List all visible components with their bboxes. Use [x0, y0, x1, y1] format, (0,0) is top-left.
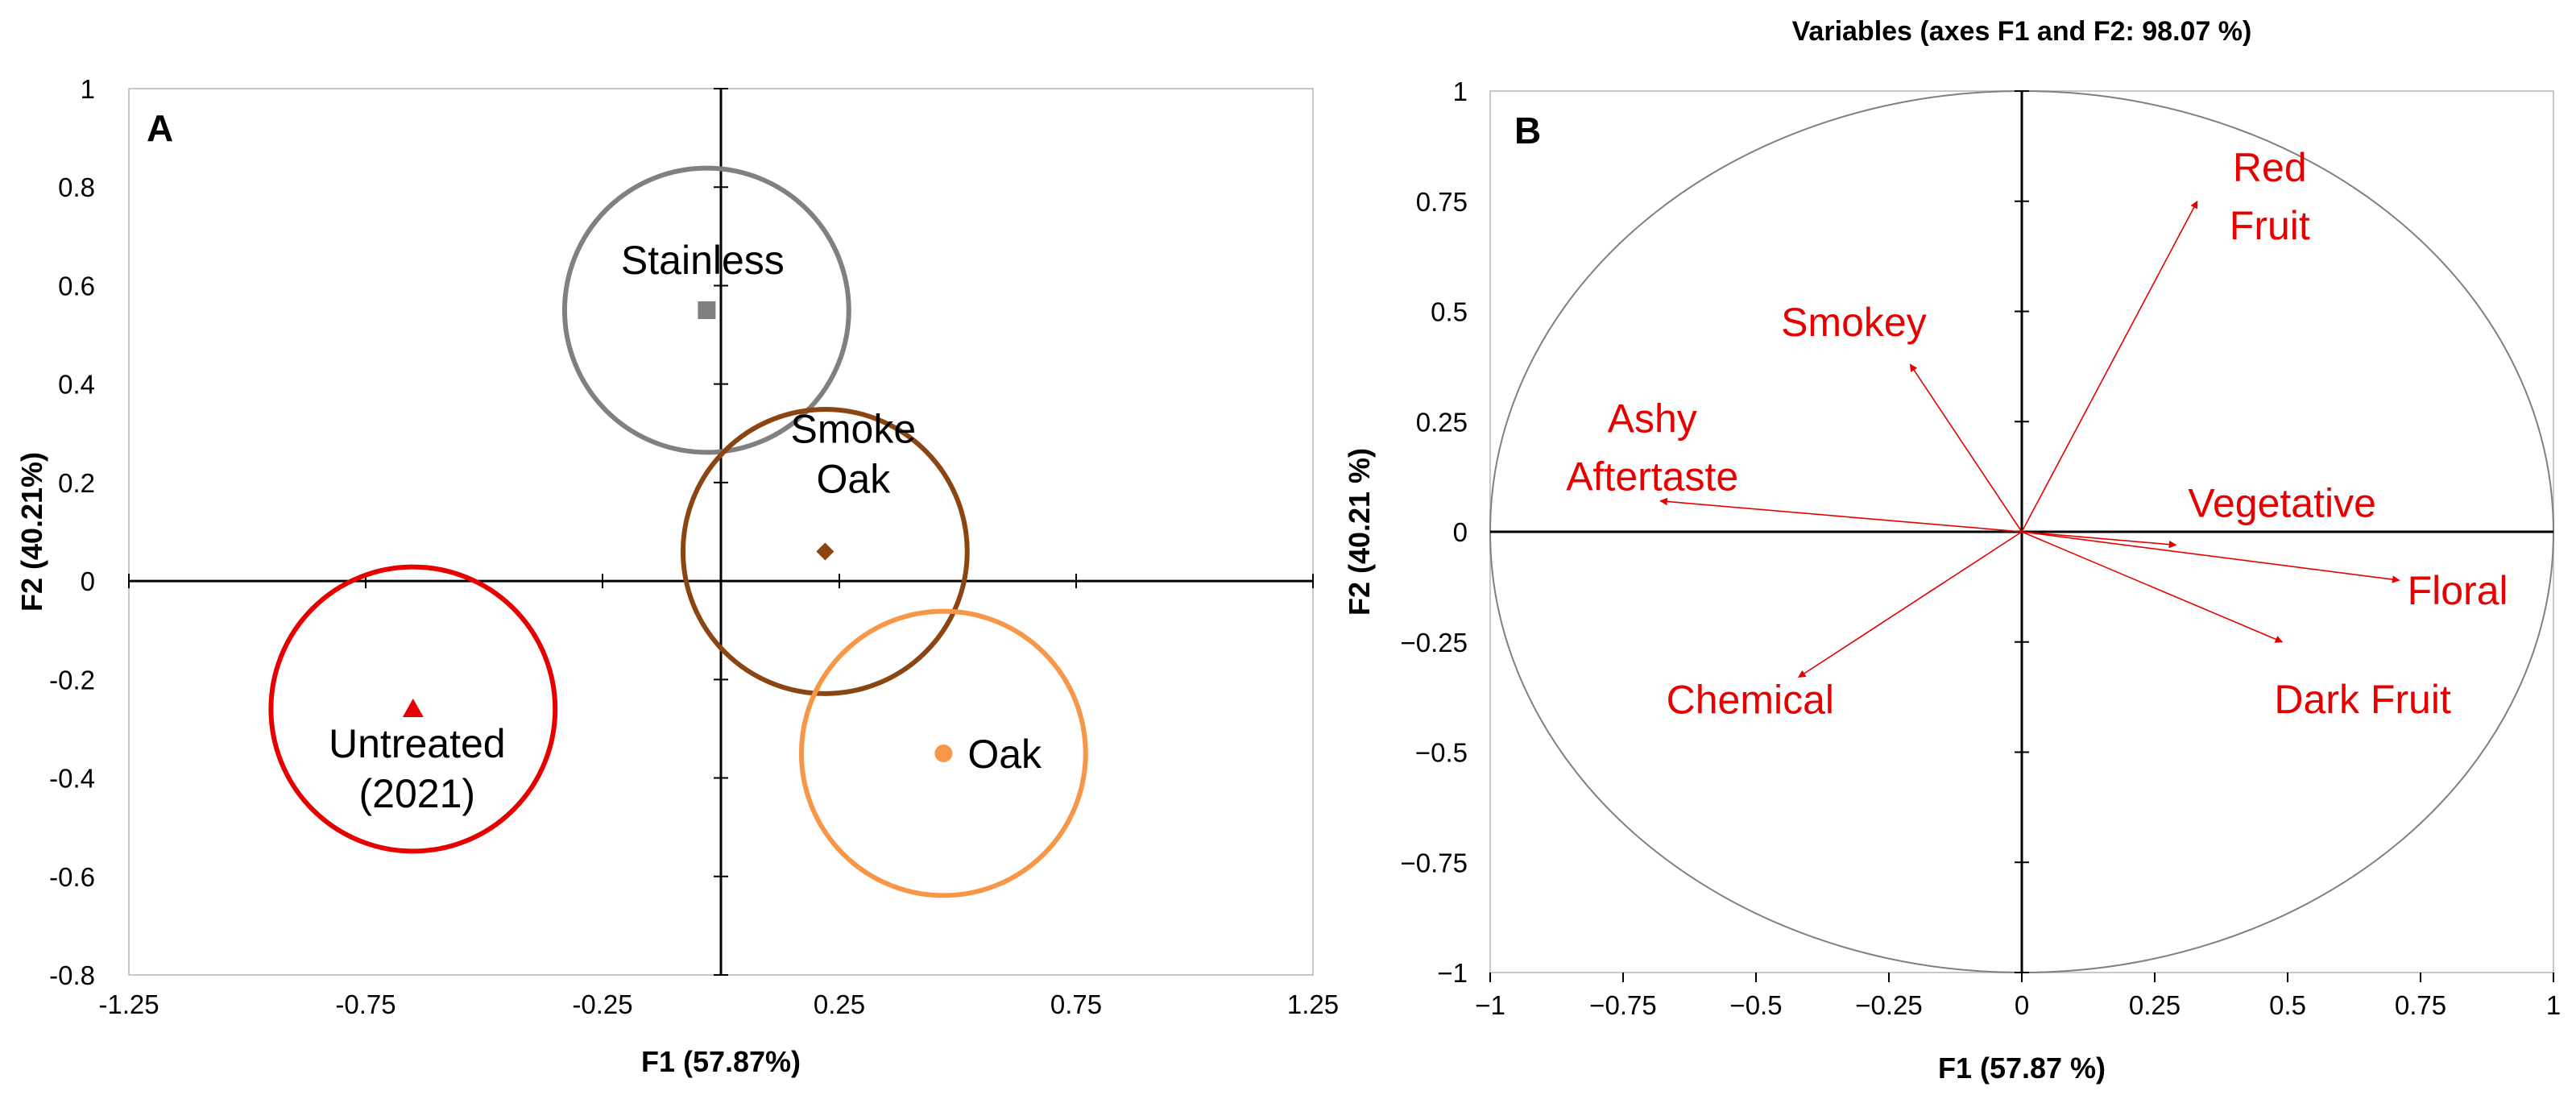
panel-b-x-tick-label: 0.5 — [2269, 990, 2306, 1020]
panel-a-x-tick-label: -0.75 — [335, 989, 396, 1019]
variable-label: Aftertaste — [1566, 454, 1738, 500]
variable-vector — [2021, 531, 2177, 549]
panel-a-point-group: Oak — [798, 608, 1088, 898]
confidence-ellipse — [561, 165, 851, 455]
variable-vector — [2021, 531, 2284, 643]
variable-vector-group: Smokey — [1781, 300, 2023, 533]
variable-vector — [1659, 497, 2023, 533]
panel-a-y-tick-label: -0.4 — [49, 764, 95, 794]
panel-b-y-axis-title: F2 (40.21 %) — [1343, 448, 1376, 616]
panel-a: -1.25 -0.75 -0.25 0.25 0.75 1.25 -0.8 -0.6 -0.4 -… — [15, 74, 1339, 1078]
variable-label: Chemical — [1667, 678, 1834, 723]
panel-a-point-label: Oak — [817, 456, 892, 501]
panel-b-x-tick-label: 0.75 — [2395, 990, 2446, 1020]
panel-b-y-tick-label: 1 — [1453, 77, 1468, 106]
panel-b-x-tick-label: 1 — [2546, 990, 2561, 1020]
panel-a-point-group: Smoke Oak — [680, 406, 970, 696]
variable-vector-group: Dark Fruit — [2021, 531, 2451, 722]
variable-label: Red — [2233, 145, 2307, 190]
variable-vector-group: Vegetative — [2021, 480, 2376, 549]
variable-vector — [1797, 531, 2023, 678]
panel-a-point-label: Oak — [967, 732, 1042, 777]
panel-b-y-tick-label: 0.5 — [1431, 297, 1468, 327]
panel-a-y-tick-label: 1 — [81, 74, 95, 104]
panel-a-x-axis-title: F1 (57.87%) — [641, 1045, 801, 1078]
panel-b-y-tick-label: −0.5 — [1415, 738, 1468, 768]
variable-label: Smokey — [1781, 300, 1927, 345]
panel-a-point-group: Untreated (2021) — [268, 564, 558, 854]
panel-b-x-tick-label: 0.25 — [2129, 990, 2180, 1020]
confidence-ellipse — [268, 564, 558, 854]
point-marker-diamond — [816, 542, 835, 561]
panel-a-point-group: Stainless — [561, 165, 851, 455]
panel-b-title: Variables (axes F1 and F2: 98.07 %) — [1792, 16, 2252, 47]
confidence-ellipse — [798, 608, 1088, 898]
variable-vector-group: Chemical — [1667, 531, 2023, 723]
variable-vector — [1909, 363, 2023, 533]
panel-b-y-tick-label: −1 — [1437, 958, 1468, 988]
panel-a-y-axis-title: F2 (40.21%) — [15, 452, 48, 612]
panel-a-point-label: (2021) — [359, 771, 476, 816]
variable-vector-group: Floral — [2021, 531, 2508, 613]
panel-a-y-tick-label: -0.2 — [49, 665, 95, 695]
panel-a-x-tick-label: 0.25 — [814, 989, 865, 1019]
panel-b-y-tick-label: 0.25 — [1416, 407, 1468, 437]
panel-b-x-tick-label: −0.25 — [1855, 990, 1923, 1020]
panel-a-point-label: Untreated — [329, 721, 506, 766]
panel-a-letter: A — [147, 107, 173, 149]
panel-b: Variables (axes F1 and F2: 98.07 %) −1 −0.… — [1343, 16, 2561, 1085]
variable-label: Ashy — [1608, 396, 1697, 442]
variable-label: Floral — [2408, 568, 2508, 613]
panel-a-y-tick-label: 0 — [81, 566, 95, 596]
variable-vector-group: Ashy Aftertaste — [1566, 396, 2023, 533]
panel-b-x-tick-label: −1 — [1475, 990, 1505, 1020]
variable-vector — [2021, 200, 2198, 533]
panel-b-y-tick-label: −0.25 — [1401, 628, 1468, 657]
variable-label: Dark Fruit — [2274, 677, 2451, 722]
panel-b-x-tick-label: 0 — [2015, 990, 2029, 1020]
panel-a-y-tick-label: -0.8 — [49, 960, 95, 990]
panel-a-y-tick-label: 0.2 — [58, 468, 95, 498]
panel-a-x-tick-label: -0.25 — [572, 989, 632, 1019]
point-marker-triangle — [402, 699, 424, 717]
panel-a-x-tick-label: -1.25 — [98, 989, 159, 1019]
panel-a-x-tick-label: 1.25 — [1287, 989, 1339, 1019]
variable-label: Fruit — [2230, 203, 2310, 248]
panel-b-x-axis-title: F1 (57.87 %) — [1938, 1051, 2106, 1085]
panel-a-x-tick-label: 0.75 — [1050, 989, 1102, 1019]
panel-b-y-tick-label: −0.75 — [1401, 848, 1468, 877]
panel-b-x-tick-label: −0.75 — [1589, 990, 1657, 1020]
panel-a-y-tick-label: 0.6 — [58, 271, 95, 301]
confidence-ellipse — [680, 407, 970, 696]
variable-vector-group: Red Fruit — [2021, 145, 2310, 533]
panel-a-point-label: Stainless — [621, 238, 785, 283]
panel-b-y-tick-label: 0.75 — [1416, 187, 1468, 217]
panel-a-y-tick-label: 0.4 — [58, 370, 95, 400]
panel-a-y-tick-label: 0.8 — [58, 172, 95, 202]
panel-b-letter: B — [1514, 110, 1541, 151]
variable-vector — [2021, 531, 2400, 583]
panel-b-y-tick-label: 0 — [1453, 517, 1468, 547]
panel-a-y-tick-label: -0.6 — [49, 862, 95, 892]
point-marker-circle — [934, 745, 953, 762]
panel-a-point-label: Smoke — [791, 406, 917, 451]
point-marker-square — [698, 301, 716, 319]
panel-b-x-tick-label: −0.5 — [1729, 990, 1782, 1020]
variable-label: Vegetative — [2188, 480, 2376, 525]
